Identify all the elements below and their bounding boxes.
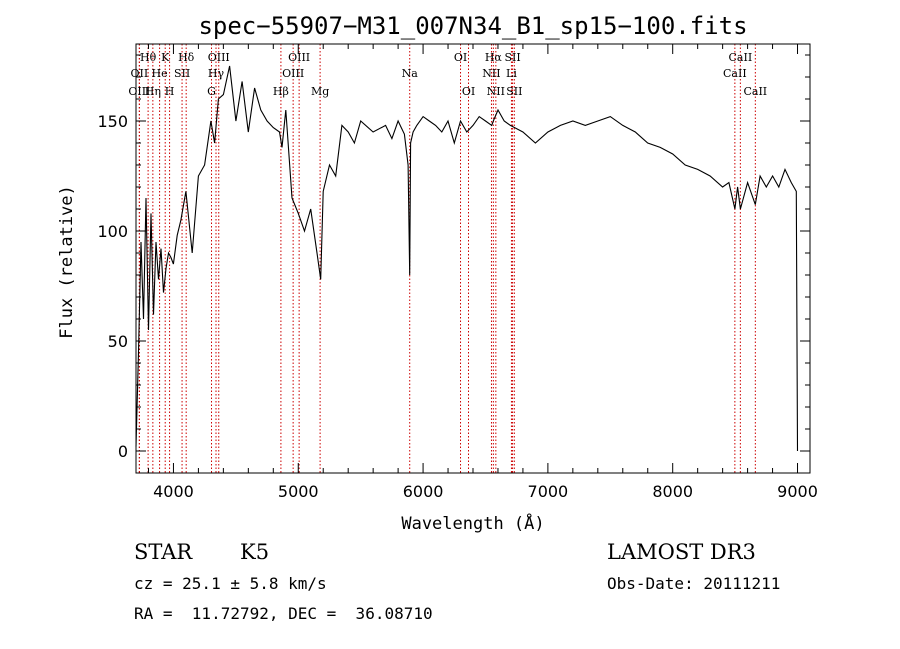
x-tick-label: 5000 <box>278 482 319 501</box>
x-tick-label: 9000 <box>777 482 818 501</box>
x-tick-label: 7000 <box>528 482 569 501</box>
line-label: CaII <box>723 67 747 80</box>
line-label: SII <box>504 51 520 64</box>
x-tick-label: 6000 <box>403 482 444 501</box>
object-subclass: K5 <box>240 540 270 564</box>
line-label: K <box>161 51 170 64</box>
line-label: Hδ <box>178 51 195 64</box>
spectrum-series-line <box>135 65 799 452</box>
x-tick-label: 4000 <box>153 482 194 501</box>
y-axis-label: Flux (relative) <box>57 185 77 339</box>
line-label: OIII <box>282 67 304 80</box>
line-label: SII <box>174 67 190 80</box>
line-label: CaII <box>729 51 753 64</box>
line-label: NII <box>482 67 500 80</box>
line-label: Hη <box>145 85 161 98</box>
y-axis-ticks: 0 50 100 150 <box>97 54 810 474</box>
y-tick-label: 150 <box>97 112 128 131</box>
line-label: NII <box>487 85 505 98</box>
line-label: OIII <box>128 85 150 98</box>
line-label: Hθ <box>140 51 157 64</box>
line-label: Hγ <box>208 67 225 80</box>
y-tick-label: 0 <box>118 442 128 461</box>
line-label: He <box>152 67 168 80</box>
spectral-line-markers <box>138 44 756 473</box>
x-axis-ticks: 4000 5000 6000 7000 8000 9000 <box>147 44 818 501</box>
x-axis-label: Wavelength (Å) <box>401 512 544 534</box>
object-class: STAR <box>134 540 193 564</box>
y-tick-label: 50 <box>108 332 128 351</box>
line-label: OIII <box>288 51 310 64</box>
line-label: OI <box>454 51 467 64</box>
x-tick-label: 8000 <box>652 482 693 501</box>
line-label: Na <box>402 67 419 80</box>
line-label: H <box>165 85 175 98</box>
line-label: Hα <box>485 51 503 64</box>
line-label: OIII <box>208 51 230 64</box>
spectrum-chart: spec−55907−M31_007N34_B1_sp15−100.fits H… <box>57 12 818 534</box>
coordinates-text: RA = 11.72792, DEC = 36.08710 <box>134 604 433 623</box>
plot-frame <box>135 43 811 474</box>
line-label: CaII <box>743 85 767 98</box>
line-label: SII <box>506 85 522 98</box>
line-label: Hβ <box>273 85 289 98</box>
obs-date-text: Obs-Date: 20111211 <box>607 574 781 593</box>
y-tick-label: 100 <box>97 222 128 241</box>
line-label: Li <box>506 67 517 80</box>
line-label: Mg <box>311 85 329 98</box>
chart-title: spec−55907−M31_007N34_B1_sp15−100.fits <box>198 12 747 40</box>
line-label: OII <box>131 67 149 80</box>
redshift-text: cz = 25.1 ± 5.8 km/s <box>134 574 327 593</box>
line-label: G <box>207 85 216 98</box>
line-label: OI <box>462 85 475 98</box>
survey-label: LAMOST DR3 <box>607 540 756 564</box>
